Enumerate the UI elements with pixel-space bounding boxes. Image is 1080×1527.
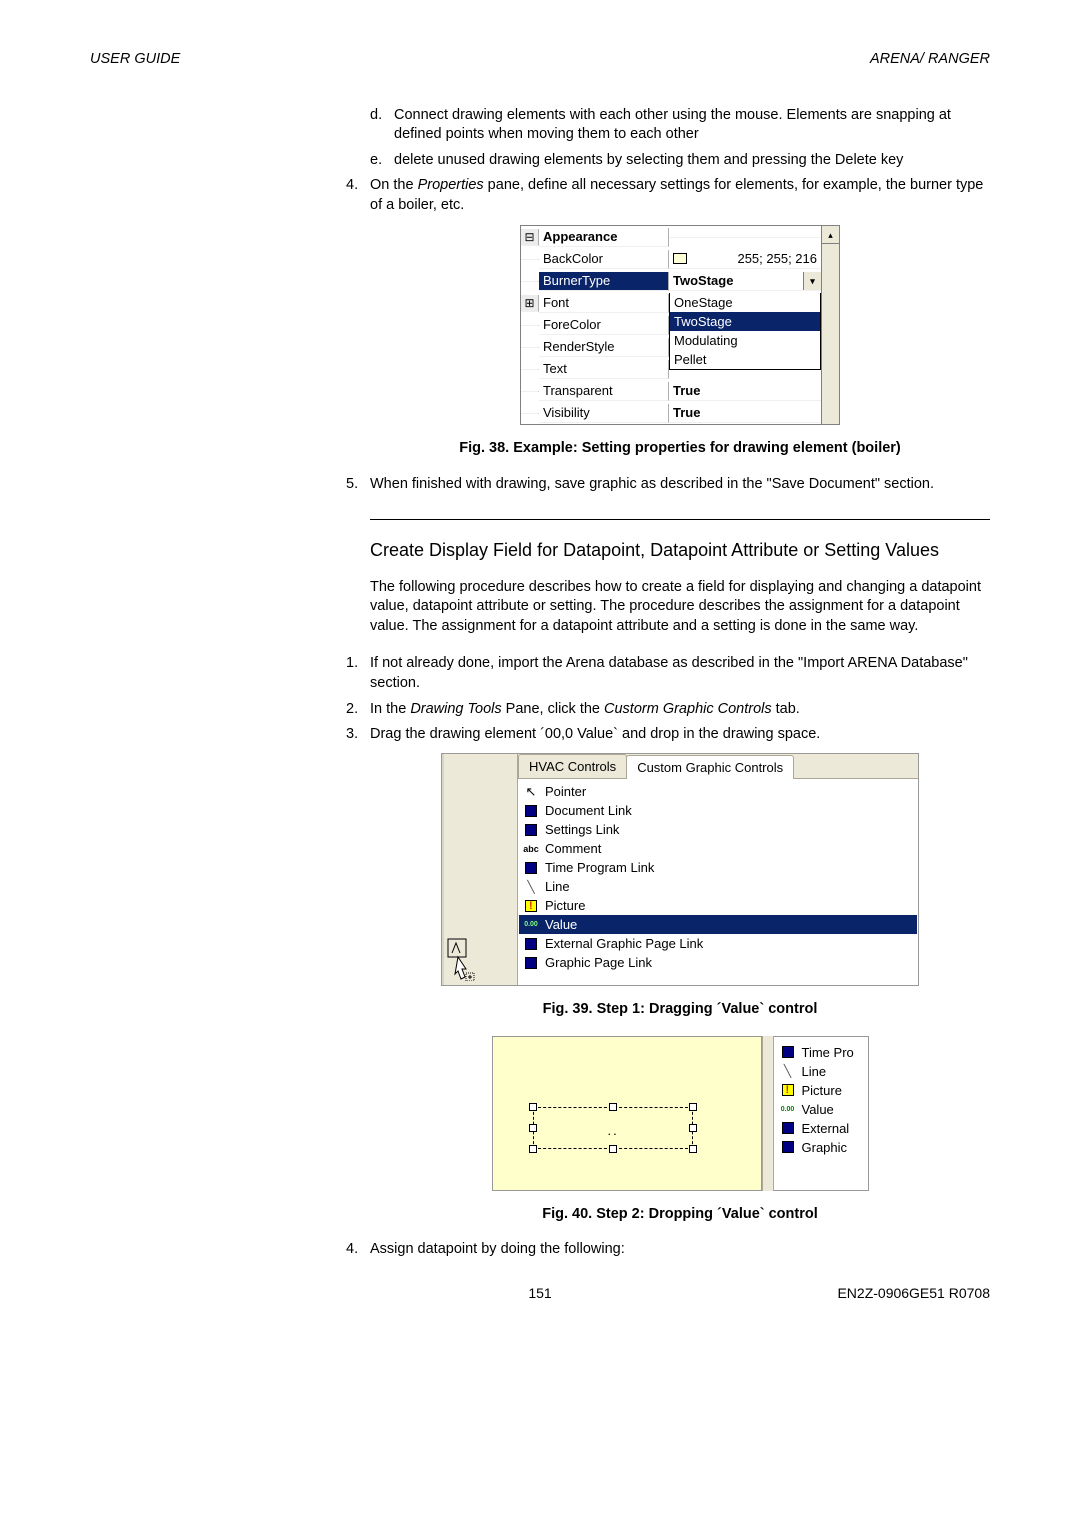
pane-divider[interactable] xyxy=(762,1036,774,1191)
value-icon: 0.00 xyxy=(523,917,539,933)
list-item[interactable]: Picture xyxy=(774,1081,868,1100)
prop-burnertype-value[interactable]: TwoStage ▾ xyxy=(669,272,821,291)
square-icon xyxy=(523,803,539,819)
prop-renderstyle-label: RenderStyle xyxy=(539,338,669,357)
resize-handle[interactable] xyxy=(609,1145,617,1153)
item-5: When finished with drawing, save graphic… xyxy=(370,475,990,495)
resize-handle[interactable] xyxy=(689,1124,697,1132)
line-icon xyxy=(780,1063,796,1079)
color-swatch-icon xyxy=(673,253,687,264)
drawing-canvas[interactable]: .. xyxy=(492,1036,762,1191)
prop-text-label: Text xyxy=(539,360,669,379)
dropdown-option-selected[interactable]: TwoStage xyxy=(670,312,820,331)
tab-custom-graphic-controls[interactable]: Custom Graphic Controls xyxy=(626,755,794,780)
picture-icon xyxy=(780,1082,796,1098)
resize-handle[interactable] xyxy=(689,1145,697,1153)
doc-id: EN2Z-0906GE51 R0708 xyxy=(837,1284,990,1303)
section-title: Create Display Field for Datapoint, Data… xyxy=(370,538,990,562)
controls-palette: Time Pro Line Picture 0.00Value External… xyxy=(774,1036,869,1191)
square-icon xyxy=(523,860,539,876)
square-icon xyxy=(780,1044,796,1060)
drag-cursor-icon xyxy=(446,937,486,981)
resize-handle[interactable] xyxy=(689,1103,697,1111)
dropdown-option[interactable]: Modulating xyxy=(670,331,820,350)
list-item[interactable]: abcComment xyxy=(519,839,917,858)
resize-handle[interactable] xyxy=(529,1145,537,1153)
sublist-d-e: d.Connect drawing elements with each oth… xyxy=(370,106,990,171)
square-icon xyxy=(780,1120,796,1136)
prop-backcolor-label: BackColor xyxy=(539,250,669,269)
list-item[interactable]: Document Link xyxy=(519,801,917,820)
list-item[interactable]: Time Program Link xyxy=(519,858,917,877)
resize-handle[interactable] xyxy=(529,1103,537,1111)
prop-visibility-value[interactable]: True xyxy=(669,404,821,423)
drawing-tools-pane: HVAC Controls Custom Graphic Controls Po… xyxy=(441,753,919,987)
list-item[interactable]: 0.00Value xyxy=(774,1100,868,1119)
list-item[interactable]: Line xyxy=(519,877,917,896)
value-icon: 0.00 xyxy=(780,1101,796,1117)
list-item[interactable]: Pointer xyxy=(519,782,917,801)
prop-transparent-label: Transparent xyxy=(539,382,669,401)
scroll-up-icon[interactable]: ▴ xyxy=(822,226,839,244)
resize-handle[interactable] xyxy=(529,1124,537,1132)
prop-forecolor-label: ForeColor xyxy=(539,316,669,335)
dropdown-option[interactable]: OneStage xyxy=(670,293,820,312)
burnertype-dropdown[interactable]: OneStage TwoStage Modulating Pellet xyxy=(669,293,821,370)
intro-paragraph: The following procedure describes how to… xyxy=(370,578,990,637)
header-right: ARENA/ RANGER xyxy=(870,50,990,70)
prop-backcolor-value[interactable]: 255; 255; 216 xyxy=(669,250,821,269)
pointer-icon xyxy=(523,784,539,800)
page-number: 151 xyxy=(528,1284,551,1303)
value-placeholder: .. xyxy=(608,1122,619,1140)
fig38-caption: Fig. 38. Example: Setting properties for… xyxy=(370,439,990,459)
list-item[interactable]: Line xyxy=(774,1062,868,1081)
item-4: On the Properties pane, define all neces… xyxy=(370,176,990,215)
step-3: Drag the drawing element ´00,0 Value` an… xyxy=(370,725,990,745)
fig39-caption: Fig. 39. Step 1: Dragging ´Value` contro… xyxy=(370,1000,990,1020)
controls-list: Pointer Document Link Settings Link abcC… xyxy=(518,779,918,985)
dropdown-option[interactable]: Pellet xyxy=(670,350,820,369)
abc-icon: abc xyxy=(523,841,539,857)
list-item[interactable]: External xyxy=(774,1119,868,1138)
expand-icon[interactable]: ⊞ xyxy=(521,295,539,312)
prop-visibility-label: Visibility xyxy=(539,404,669,423)
list-item[interactable]: External Graphic Page Link xyxy=(519,934,917,953)
list-item[interactable]: Graphic xyxy=(774,1138,868,1157)
properties-pane: ⊟ Appearance BackColor 255; 255; 216 Bur… xyxy=(520,225,840,425)
square-icon xyxy=(523,822,539,838)
fig40-caption: Fig. 40. Step 2: Dropping ´Value` contro… xyxy=(370,1205,990,1225)
section-divider xyxy=(370,519,990,520)
scrollbar[interactable]: ▴ xyxy=(821,226,839,424)
group-appearance: Appearance xyxy=(539,228,669,247)
list-item[interactable]: Time Pro xyxy=(774,1043,868,1062)
list-item[interactable]: Graphic Page Link xyxy=(519,953,917,972)
picture-icon xyxy=(523,898,539,914)
list-item-selected[interactable]: 0.00Value xyxy=(519,915,917,934)
square-icon xyxy=(523,955,539,971)
item-e: delete unused drawing elements by select… xyxy=(394,151,990,171)
prop-burnertype-label: BurnerType xyxy=(539,272,669,291)
list-item[interactable]: Settings Link xyxy=(519,820,917,839)
line-icon xyxy=(523,879,539,895)
prop-font-label: Font xyxy=(539,294,669,313)
step-1: If not already done, import the Arena da… xyxy=(370,654,990,693)
list-item[interactable]: Picture xyxy=(519,896,917,915)
prop-transparent-value[interactable]: True xyxy=(669,382,821,401)
item-d: Connect drawing elements with each other… xyxy=(394,106,990,145)
item-last: Assign datapoint by doing the following: xyxy=(370,1240,990,1260)
square-icon xyxy=(780,1139,796,1155)
resize-handle[interactable] xyxy=(609,1103,617,1111)
step-2: In the Drawing Tools Pane, click the Cus… xyxy=(370,700,990,720)
tab-hvac-controls[interactable]: HVAC Controls xyxy=(518,754,627,779)
header-left: USER GUIDE xyxy=(90,50,180,70)
collapse-icon[interactable]: ⊟ xyxy=(521,229,539,246)
square-icon xyxy=(523,936,539,952)
dropdown-icon[interactable]: ▾ xyxy=(803,272,821,290)
